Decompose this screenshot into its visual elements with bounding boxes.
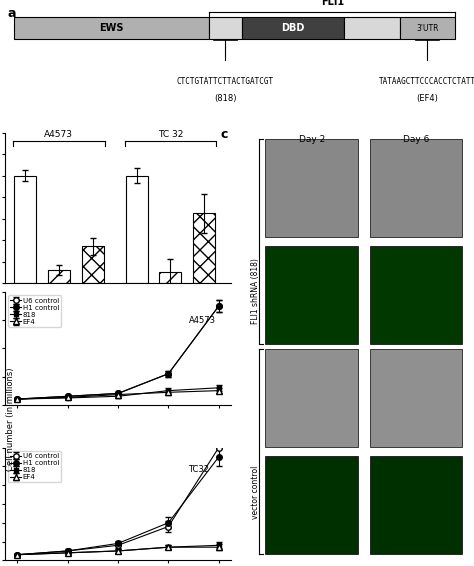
Bar (193, 213, 215, 283)
Text: 3'UTR: 3'UTR (416, 24, 439, 33)
Text: DBD: DBD (281, 23, 304, 33)
Text: EWS: EWS (100, 23, 124, 33)
Bar (265, 246, 358, 344)
Text: Day 6: Day 6 (403, 135, 429, 144)
Bar (82, 247, 104, 283)
Bar (48, 270, 70, 283)
Text: (818): (818) (214, 94, 237, 103)
Text: Day 2: Day 2 (299, 135, 325, 144)
Legend: U6 control, H1 control, 818, EF4: U6 control, H1 control, 818, EF4 (8, 295, 61, 327)
Bar (370, 246, 463, 344)
Text: A4573: A4573 (189, 316, 216, 325)
Legend: Control, 818, EF4: Control, 818, EF4 (63, 302, 173, 317)
Bar (209, 18, 242, 38)
Text: FLI1 shRNA (818): FLI1 shRNA (818) (251, 258, 260, 324)
Legend: U6 control, H1 control, 818, EF4: U6 control, H1 control, 818, EF4 (8, 451, 61, 482)
Bar (265, 456, 358, 554)
Bar (400, 18, 456, 38)
Text: c: c (220, 128, 228, 142)
Text: FLI1: FLI1 (321, 0, 344, 7)
Bar (14, 175, 36, 283)
Text: TC32: TC32 (189, 465, 210, 474)
Text: CTCTGTATTCTTACTGATCGT: CTCTGTATTCTTACTGATCGT (177, 76, 274, 85)
Bar (242, 18, 344, 38)
Text: Cell number (in millions): Cell number (in millions) (6, 367, 15, 470)
Bar (265, 349, 358, 447)
Bar (344, 18, 400, 38)
Text: TC 32: TC 32 (158, 130, 183, 139)
Bar (126, 175, 147, 283)
Text: a: a (7, 7, 16, 20)
Bar (159, 272, 182, 283)
Bar (370, 349, 463, 447)
Text: vector control: vector control (251, 465, 260, 518)
Bar (370, 139, 463, 238)
Text: TATAAGCTTCCCACCTCTATT: TATAAGCTTCCCACCTCTATT (379, 76, 474, 85)
Bar (265, 139, 358, 238)
Text: (EF4): (EF4) (417, 94, 438, 103)
Bar (370, 456, 463, 554)
Bar (14, 18, 209, 38)
Text: A4573: A4573 (45, 130, 73, 139)
